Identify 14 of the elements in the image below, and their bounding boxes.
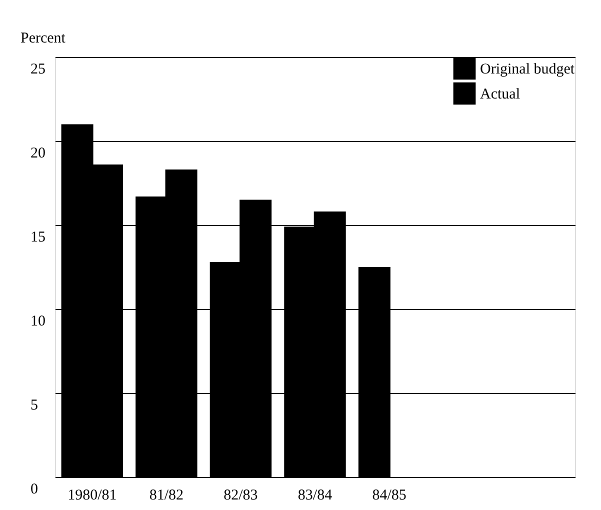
- x-tick-label: 81/82: [149, 488, 184, 504]
- x-tick-label: 1980/81: [68, 488, 117, 504]
- y-tick-label: 25: [30, 62, 46, 78]
- legend-label: Original budget: [480, 62, 576, 78]
- x-tick-label: 84/85: [372, 488, 406, 504]
- x-tick-label: 83/84: [298, 488, 333, 504]
- x-tick-label: 82/83: [224, 488, 258, 504]
- y-tick-label: 20: [30, 146, 46, 162]
- y-tick-label: 5: [30, 398, 38, 414]
- y-axis-title: Percent: [20, 30, 66, 46]
- legend-label: Actual: [480, 86, 520, 102]
- y-tick-label: 0: [30, 482, 38, 498]
- y-tick-label: 15: [30, 230, 46, 246]
- y-tick-label: 10: [30, 314, 46, 330]
